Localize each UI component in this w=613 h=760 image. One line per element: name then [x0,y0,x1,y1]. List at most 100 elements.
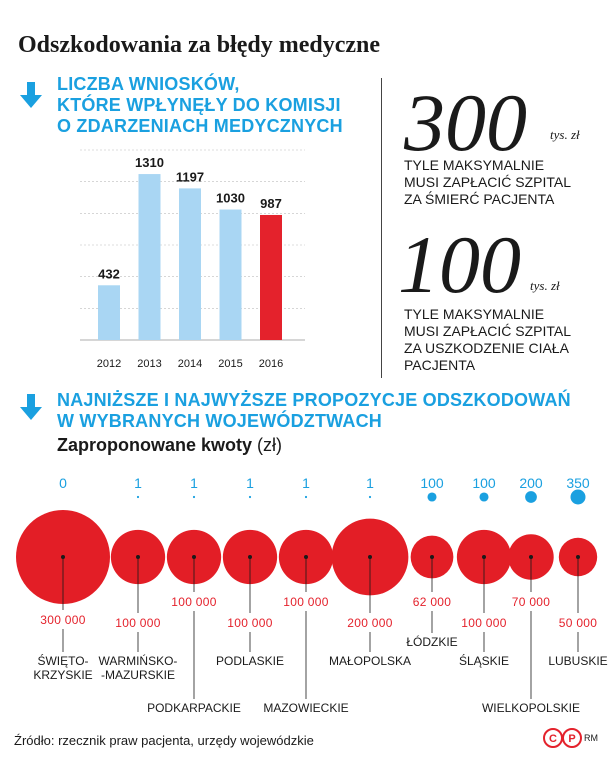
logo-letter: C [549,733,557,745]
min-bubble [368,495,372,499]
region-name: PODKARPACKIE [147,701,241,715]
fact-unit-death: tys. zł [550,127,580,142]
bar [138,174,161,340]
region-name: ŚLĄSKIE [459,653,509,668]
max-value-label: 100 000 [283,595,329,609]
x-tick-label: 2015 [218,358,242,370]
max-value-label: 100 000 [171,595,217,609]
arrow-down-icon [20,394,42,420]
anchor-dot [430,555,434,559]
min-value-label: 1 [134,475,142,491]
max-value-label: 100 000 [115,616,161,630]
fact-line: ZA USZKODZENIE CIAŁA [404,340,569,356]
max-value-label: 300 000 [40,613,86,627]
fact-description-injury: TYLE MAKSYMALNIE MUSI ZAPŁACIĆ SZPITAL Z… [404,306,571,374]
max-value-label: 50 000 [559,616,598,630]
anchor-dot [136,555,140,559]
min-value-label: 1 [302,475,310,491]
data-label: 1197 [176,169,204,184]
min-value-label: 0 [59,475,67,491]
region-name: MAŁOPOLSKA [329,654,411,668]
bar [260,214,282,340]
fact-line: PACJENTA [404,357,476,373]
anchor-dot [576,555,580,559]
min-value-label: 1 [246,475,254,491]
region-name: MAZOWIECKIE [263,701,348,715]
anchor-dot [248,555,252,559]
max-value-label: 70 000 [512,595,551,609]
region-name: ŁÓDZKIE [406,634,457,649]
fact-value-death: 300 [404,77,527,168]
anchor-dot [529,555,533,559]
bar-chart-heading-line: LICZBA WNIOSKÓW, [57,74,240,94]
page-title: Odszkodowania za błędy medyczne [18,32,381,58]
fact-value-injury: 100 [398,219,521,310]
min-bubble [248,495,252,499]
subtitle-unit: (zł) [257,435,283,455]
anchor-dot [192,555,196,559]
bar [219,209,242,340]
fact-line: TYLE MAKSYMALNIE [404,157,545,173]
region-name: WARMIŃSKO- [99,653,178,668]
fact-unit-injury: tys. zł [530,278,560,293]
min-bubble [136,495,140,499]
bubble-chart: 0 300 000 ŚWIĘTO-KRZYSKIE 1 100 000 WARMIŃSKO… [16,475,608,715]
bubble-chart-heading-line: W WYBRANYCH WOJEWÓDZTWACH [57,411,382,431]
bar-chart-heading-line: KTÓRE WPŁYNĘŁY DO KOMISJI [57,95,341,115]
fact-description-death: TYLE MAKSYMALNIE MUSI ZAPŁACIĆ SZPITAL Z… [404,157,571,208]
x-tick-label: 2013 [137,358,161,370]
anchor-dot [61,555,65,559]
x-tick-label: 2016 [259,358,283,370]
min-value-label: 200 [519,475,543,491]
divider [381,78,382,378]
logo-icon: C P [543,728,582,748]
x-tick-label: 2012 [97,358,121,370]
arrow-down-icon [20,82,42,108]
region-name: PODLASKIE [216,654,284,668]
min-bubble [192,495,196,499]
min-bubble [427,492,437,502]
fact-line: ZA ŚMIERĆ PACJENTA [404,191,555,207]
anchor-dot [482,555,486,559]
min-bubble [570,489,586,505]
bar-chart-heading: LICZBA WNIOSKÓW, KTÓRE WPŁYNĘŁY DO KOMIS… [57,74,343,137]
data-label: 1310 [135,155,164,170]
fact-line: TYLE MAKSYMALNIE [404,306,545,322]
bar-chart: 432 2012 1310 2013 1197 2014 1030 2015 987 2016 [80,149,305,370]
author-credit: RM [584,733,598,743]
max-value-label: 100 000 [461,616,507,630]
min-value-label: 1 [190,475,198,491]
source-note: Źródło: rzecznik praw pacjenta, urzędy w… [14,733,314,748]
logo-letter: P [568,733,575,745]
bubble-chart-heading-line: NAJNIŻSZE I NAJWYŻSZE PROPOZYCJE ODSZKOD… [57,390,571,410]
min-value-label: 1 [366,475,374,491]
max-value-label: 62 000 [413,595,452,609]
subtitle-text: Zaproponowane kwoty [57,435,253,455]
min-value-label: 100 [420,475,444,491]
max-value-label: 100 000 [227,616,273,630]
region-name: KRZYSKIE [33,668,92,682]
fact-line: MUSI ZAPŁACIĆ SZPITAL [404,174,571,190]
region-name: WIELKOPOLSKIE [482,701,580,715]
min-value-label: 350 [566,475,590,491]
bubble-chart-heading: NAJNIŻSZE I NAJWYŻSZE PROPOZYCJE ODSZKOD… [57,390,571,432]
max-value-label: 200 000 [347,616,393,630]
min-bubble [525,491,537,503]
fact-line: MUSI ZAPŁACIĆ SZPITAL [404,323,571,339]
bar [179,188,201,340]
region-name: -MAZURSKIE [101,668,175,682]
anchor-dot [368,555,372,559]
min-value-label: 100 [472,475,496,491]
anchor-dot [304,555,308,559]
bar-chart-heading-line: O ZDARZENIACH MEDYCZNYCH [57,116,343,136]
data-label: 987 [260,196,282,211]
bubble-chart-subtitle: Zaproponowane kwoty (zł) [57,435,282,456]
data-label: 1030 [216,191,245,206]
data-label: 432 [98,266,120,281]
min-bubble [479,492,489,502]
min-bubble [304,495,308,499]
region-name: LUBUSKIE [548,654,607,668]
x-tick-label: 2014 [178,358,202,370]
bar [98,285,120,340]
region-name: ŚWIĘTO- [37,653,88,668]
